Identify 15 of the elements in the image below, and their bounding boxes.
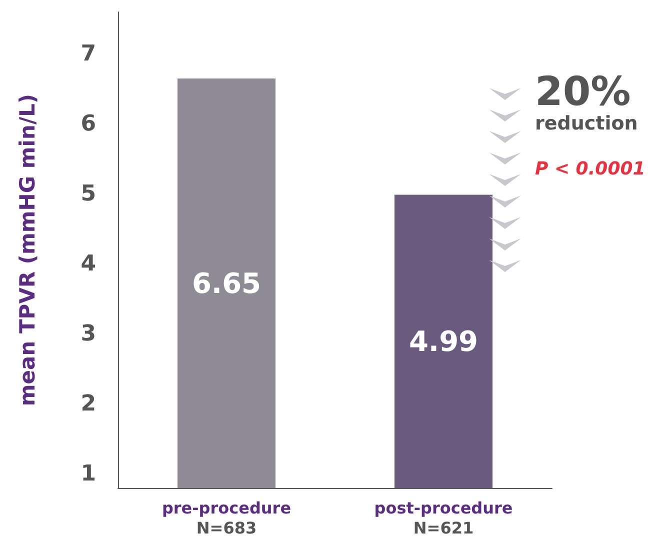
y-tick-label: 1 [80,462,96,486]
y-axis-title: mean TPVR (mmHG min/L) [16,94,40,406]
x-tick-label: pre-procedure N=683 [162,498,292,538]
y-tick-label: 3 [80,322,96,346]
y-tick-label: 7 [80,42,96,66]
data-label: 6.65 [192,266,262,300]
y-tick-label: 4 [80,252,96,276]
y-tick-label: 5 [80,182,96,206]
y-tick-label: 6 [80,112,96,136]
x-tick-label: post-procedure N=621 [374,498,513,538]
annotation: 20% [535,69,631,115]
annotation: reduction [535,112,638,134]
y-tick-label: 2 [80,392,96,416]
data-label: 4.99 [408,324,478,358]
annotation: P < 0.0001 [535,158,646,180]
